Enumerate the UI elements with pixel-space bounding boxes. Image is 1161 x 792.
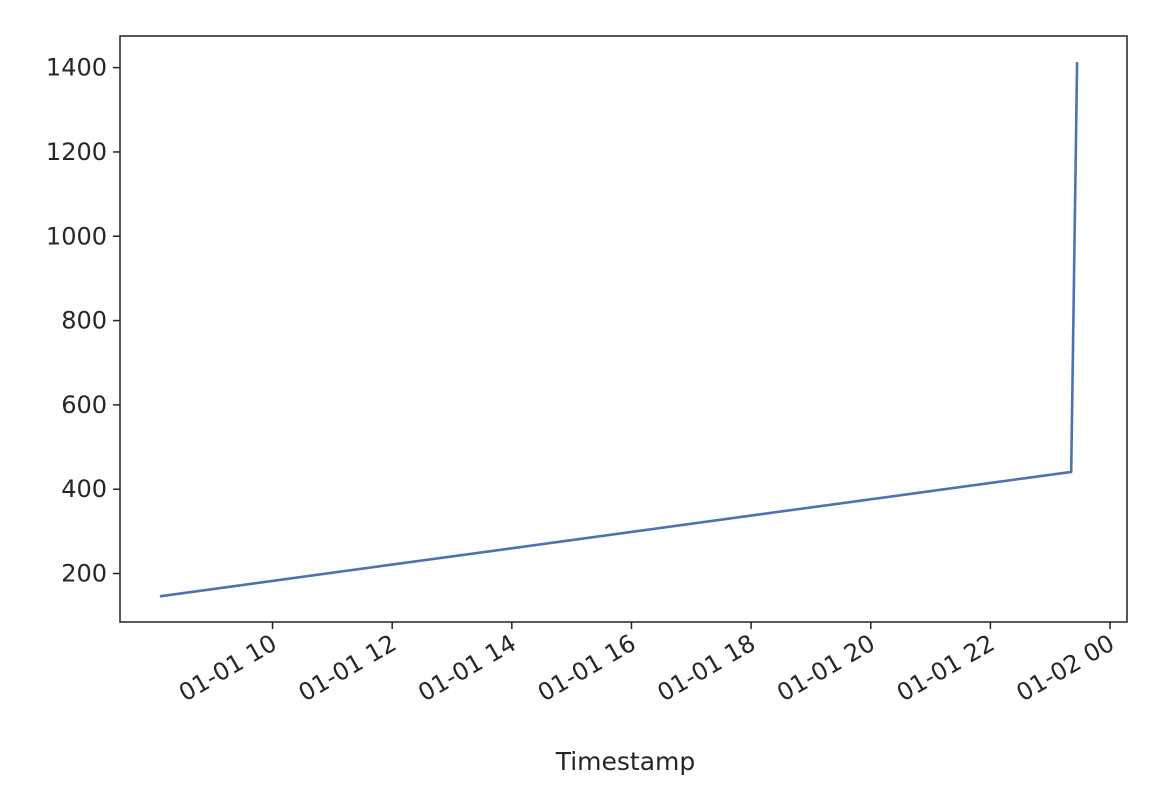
- x-axis-label: Timestamp: [555, 747, 696, 776]
- y-tick-label: 600: [61, 391, 107, 419]
- plot-area: [159, 62, 1079, 598]
- y-axis: 200 400 600 800 1000 1200 1400: [46, 54, 120, 588]
- y-tick-label: 1200: [46, 138, 107, 166]
- y-tick-label: 1000: [46, 222, 107, 250]
- y-tick-label: 200: [61, 560, 107, 588]
- y-tick-label: 400: [61, 475, 107, 503]
- y-tick-label: 1400: [46, 54, 107, 82]
- y-tick-label: 800: [61, 307, 107, 335]
- axes-frame: [119, 35, 1128, 623]
